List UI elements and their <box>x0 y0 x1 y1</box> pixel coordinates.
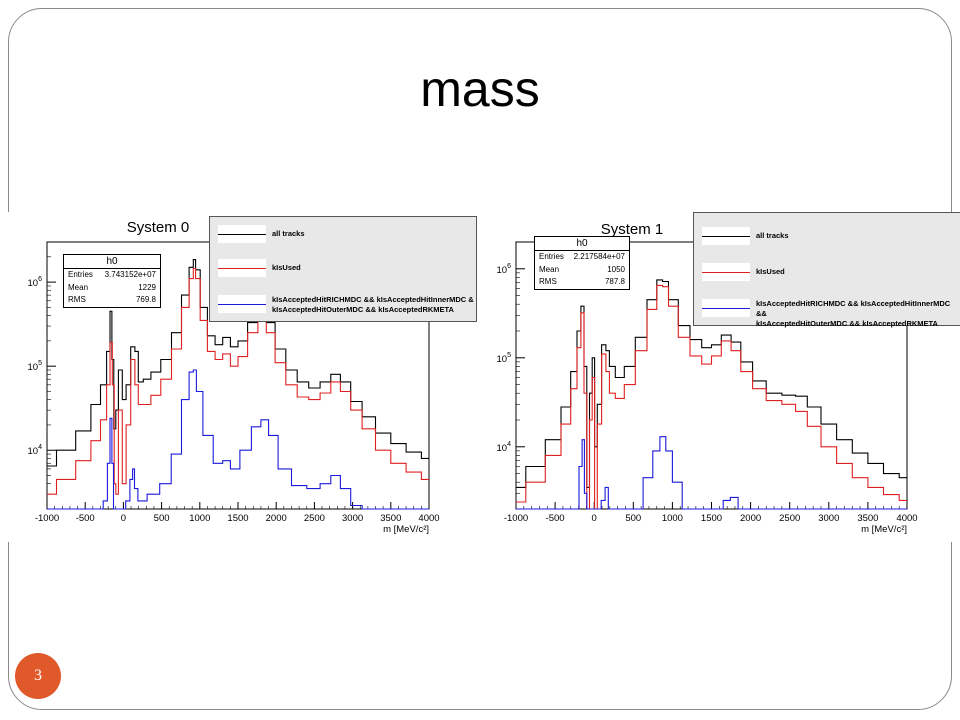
x-tick-label: 3000 <box>342 513 363 524</box>
x-tick-label: 3000 <box>818 513 839 524</box>
y-tick-label: 106 <box>497 263 512 276</box>
stats-box-title: h0 <box>64 255 160 269</box>
stats-value: 1050 <box>607 264 625 274</box>
stats-label: Mean <box>68 282 89 292</box>
x-tick-label: 1500 <box>701 513 722 524</box>
stats-value: 3.743152e+07 <box>104 270 156 279</box>
x-tick-label: 4000 <box>896 513 917 524</box>
x-axis-label: m [MeV/c²] <box>383 524 429 535</box>
legend-label-line1: kIsAcceptedHitRICHMDC && kIsAcceptedHitI… <box>272 295 474 304</box>
legend-label: kIsUsed <box>272 263 301 272</box>
x-tick-label: 500 <box>625 513 641 524</box>
stats-label: Entries <box>539 252 564 261</box>
chart-title: System 0 <box>127 219 190 236</box>
stats-box-title: h0 <box>535 237 629 251</box>
stats-row: Mean 1229 <box>64 282 160 295</box>
stats-value: 2.217584e+07 <box>573 252 625 261</box>
stats-value: 769.8 <box>135 295 156 304</box>
y-tick-label: 105 <box>497 352 512 365</box>
legend-label-line2: kIsAcceptedHitOuterMDC && kIsAcceptedRKM… <box>756 319 938 328</box>
x-tick-label: 500 <box>154 513 170 524</box>
stats-label: RMS <box>68 295 86 304</box>
x-tick-label: -500 <box>546 513 565 524</box>
x-tick-label: 4000 <box>418 513 439 524</box>
x-tick-label: -1000 <box>504 513 528 524</box>
x-tick-label: 1500 <box>227 513 248 524</box>
legend-label-line2: kIsAcceptedHitOuterMDC && kIsAcceptedRKM… <box>272 305 454 314</box>
x-tick-label: -1000 <box>35 513 59 524</box>
stats-label: Entries <box>68 270 93 279</box>
legend-label: kIsAcceptedHitRICHMDC && kIsAcceptedHitI… <box>272 295 474 315</box>
series-line-accepted <box>516 436 907 510</box>
legend-swatch <box>218 259 266 277</box>
x-tick-label: 1000 <box>662 513 683 524</box>
y-tick-label: 104 <box>497 441 512 454</box>
x-tick-label: 2500 <box>304 513 325 524</box>
legend-swatch <box>702 299 750 317</box>
legend-swatch <box>702 227 750 245</box>
legend-swatch <box>218 295 266 313</box>
page-number-badge: 3 <box>15 653 61 699</box>
stats-row: RMS 787.8 <box>535 276 629 289</box>
x-tick-label: 2000 <box>740 513 761 524</box>
x-axis-label: m [MeV/c²] <box>861 524 907 535</box>
series-line-kisused <box>516 284 907 510</box>
stats-box: h0 Entries 2.217584e+07 Mean 1050 RMS 787.8 <box>534 236 630 290</box>
legend-swatch <box>218 225 266 243</box>
stats-label: RMS <box>539 277 557 286</box>
y-tick-label: 104 <box>28 444 43 457</box>
stats-value: 787.8 <box>604 277 625 286</box>
stats-value: 1229 <box>138 282 156 292</box>
legend-swatch <box>702 263 750 281</box>
x-tick-label: 1000 <box>189 513 210 524</box>
legend-label-line1: kIsAcceptedHitRICHMDC && kIsAcceptedHitI… <box>756 299 951 318</box>
legend-label: all tracks <box>272 229 305 238</box>
legend-label: kIsAcceptedHitRICHMDC && kIsAcceptedHitI… <box>756 299 960 329</box>
legend-box: all tracks kIsUsed kIsAcceptedHitRICHMDC… <box>693 212 960 329</box>
chart-title: System 1 <box>601 221 664 238</box>
x-tick-label: 0 <box>592 513 597 524</box>
x-tick-label: 0 <box>121 513 126 524</box>
stats-row: Entries 3.743152e+07 <box>64 269 160 282</box>
histogram-panel-system-0: System 0 -1000 -500 0 500 1000 1500 2000 2500 300… <box>0 212 477 542</box>
stats-row: Mean 1050 <box>535 264 629 277</box>
legend-label: all tracks <box>756 231 789 240</box>
histogram-panel-system-1: System 1 -1000 -500 0 500 1000 1500 2000 2500 300… <box>482 212 960 542</box>
y-tick-label: 105 <box>28 360 43 373</box>
x-tick-label: 3500 <box>857 513 878 524</box>
stats-box: h0 Entries 3.743152e+07 Mean 1229 RMS 769.8 <box>63 254 161 308</box>
stats-row: Entries 2.217584e+07 <box>535 251 629 264</box>
legend-box: all tracks kIsUsed kIsAcceptedHitRICHMDC… <box>209 216 477 322</box>
y-tick-label: 106 <box>28 276 43 289</box>
x-tick-label: -500 <box>76 513 95 524</box>
x-tick-label: 2000 <box>266 513 287 524</box>
stats-row: RMS 769.8 <box>64 294 160 307</box>
x-tick-label: 2500 <box>779 513 800 524</box>
legend-label: kIsUsed <box>756 267 785 276</box>
slide-title: mass <box>420 61 540 117</box>
stats-label: Mean <box>539 264 560 274</box>
series-line-accepted <box>47 369 429 510</box>
x-tick-label: 3500 <box>380 513 401 524</box>
series-line-kisused <box>47 267 429 495</box>
